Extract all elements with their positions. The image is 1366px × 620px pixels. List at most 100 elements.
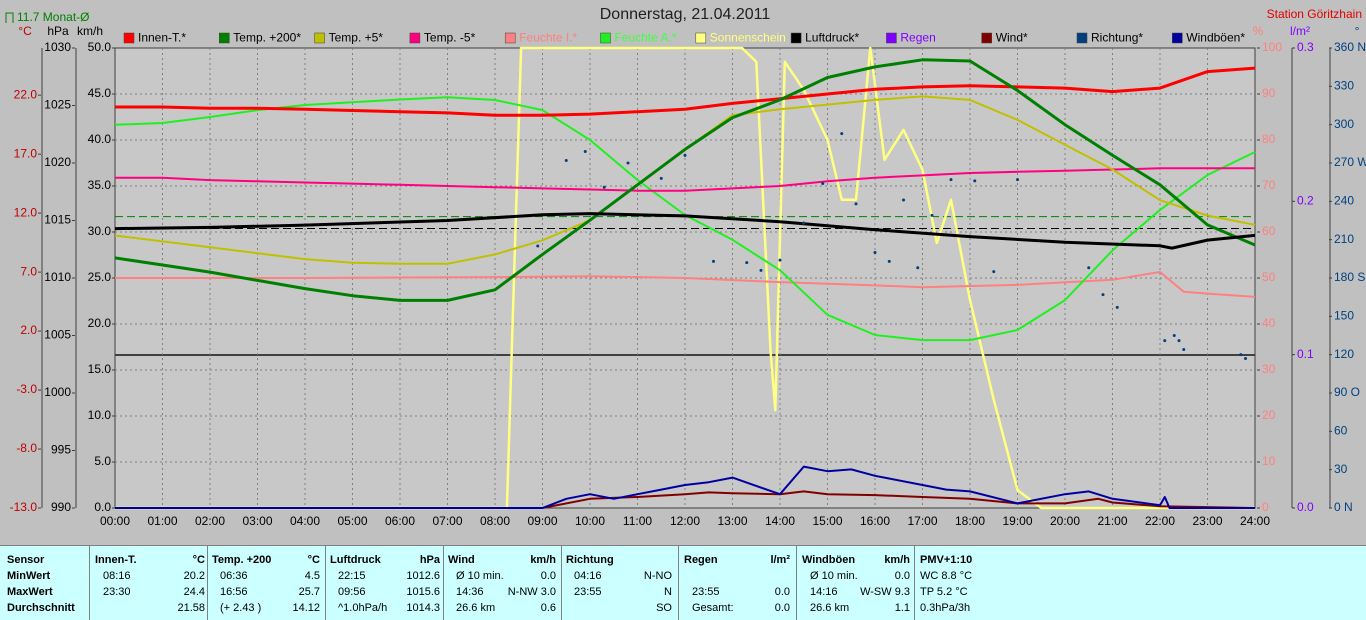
- x-tick-label: 08:00: [480, 514, 510, 528]
- y-tick-label: 150: [1334, 309, 1354, 323]
- direction-dot: [759, 268, 763, 272]
- cell-right: 20.2: [183, 570, 205, 582]
- y-tick-label: 20.0: [88, 316, 112, 330]
- legend-swatch: [1076, 32, 1088, 44]
- cell-left: 08:16: [103, 570, 131, 582]
- section-unit: hPa: [419, 554, 440, 566]
- row-label: MinWert: [7, 570, 51, 582]
- cell-right: N-NW 3.0: [507, 586, 556, 598]
- monthly-avg-label: 11.7 Monat-Ø: [17, 10, 89, 24]
- cell-right: 1014.3: [406, 602, 440, 614]
- column-separator: [678, 546, 679, 620]
- legend-label: Richtung*: [1091, 31, 1143, 45]
- x-tick-label: 09:00: [527, 514, 557, 528]
- row-label: MaxWert: [7, 586, 53, 598]
- direction-dot: [1244, 357, 1247, 360]
- cell-right: 0.0: [774, 586, 790, 598]
- y-tick-label: 0.0: [1297, 500, 1314, 514]
- cell-right: 1012.6: [406, 570, 440, 582]
- direction-dot: [659, 176, 663, 180]
- table-header: Sensor: [7, 554, 45, 566]
- direction-dot: [949, 178, 953, 182]
- x-tick-label: 16:00: [860, 514, 890, 528]
- y-tick-label: 1015: [44, 213, 71, 227]
- section-unit: km/h: [884, 554, 910, 566]
- y-tick-label: 90 O: [1334, 385, 1360, 399]
- cell-left: TP 5.2 °C: [920, 586, 968, 598]
- x-tick-label: 10:00: [575, 514, 605, 528]
- y-tick-label: 0.0: [94, 500, 111, 514]
- x-tick-label: 20:00: [1050, 514, 1080, 528]
- direction-dot: [802, 221, 806, 225]
- y-tick-label: 25.0: [88, 270, 112, 284]
- axis-unit: l/m²: [1290, 24, 1310, 38]
- section-header: Wind: [448, 554, 475, 566]
- direction-dot: [1016, 178, 1019, 182]
- legend-swatch: [886, 32, 897, 44]
- section-header: Windböen: [802, 554, 856, 566]
- y-tick-label: 1005: [44, 328, 71, 342]
- x-tick-label: 12:00: [670, 514, 700, 528]
- direction-dot: [821, 181, 825, 185]
- y-tick-label: 35.0: [88, 178, 112, 192]
- y-tick-label: 5.0: [94, 454, 111, 468]
- direction-dot: [1177, 339, 1181, 343]
- legend-label: Wind*: [996, 31, 1028, 45]
- cell-left: Ø 10 min.: [456, 570, 504, 582]
- x-tick-label: 05:00: [337, 514, 367, 528]
- y-tick-label: 1030: [44, 40, 71, 54]
- cell-right: W-SW 9.3: [860, 586, 910, 598]
- direction-dot: [626, 161, 630, 165]
- direction-dot: [1115, 305, 1119, 309]
- y-tick-label: 90: [1262, 86, 1276, 100]
- direction-dot: [840, 132, 844, 136]
- column-separator: [914, 546, 915, 620]
- y-tick-label: 20: [1262, 408, 1276, 422]
- x-tick-label: 03:00: [242, 514, 272, 528]
- section-header: Regen: [684, 554, 718, 566]
- direction-dot: [854, 202, 858, 206]
- section-unit: l/m²: [770, 554, 790, 566]
- direction-dot: [564, 158, 568, 162]
- cell-left: Gesamt:: [692, 602, 734, 614]
- y-tick-label: 40.0: [88, 132, 112, 146]
- y-tick-label: 1020: [44, 155, 71, 169]
- series-line: [115, 167, 1255, 192]
- direction-dot: [602, 185, 606, 189]
- legend-label: Temp. -5*: [424, 31, 476, 45]
- axis-unit: km/h: [77, 24, 103, 38]
- cell-left: 04:16: [574, 570, 602, 582]
- direction-dot: [1101, 293, 1105, 297]
- section-header: Luftdruck: [330, 554, 381, 566]
- section-header: PMV+1:10: [920, 554, 973, 566]
- direction-dot: [930, 213, 934, 217]
- cell-left: WC 8.8 °C: [920, 570, 973, 582]
- y-tick-label: 10: [1262, 454, 1276, 468]
- y-tick-label: 60: [1334, 424, 1348, 438]
- cell-right: 0.0: [894, 570, 910, 582]
- cell-right: N: [664, 586, 672, 598]
- y-tick-label: 70: [1262, 178, 1276, 192]
- legend-label: Innen-T.*: [138, 31, 186, 45]
- y-tick-label: 1000: [44, 385, 71, 399]
- series-line: [114, 212, 1256, 250]
- legend-label: Feuchte A.*: [615, 31, 677, 45]
- legend-swatch: [409, 32, 421, 44]
- direction-dot: [745, 261, 749, 265]
- y-tick-label: 30.0: [88, 224, 112, 238]
- cell-right: 1.1: [894, 602, 910, 614]
- cell-left: 26.6 km: [810, 602, 850, 614]
- cell-left: (+ 2.43 ): [220, 602, 262, 614]
- x-tick-label: 23:00: [1192, 514, 1222, 528]
- axis-unit: %: [1253, 24, 1264, 38]
- legend-swatch: [790, 32, 802, 44]
- column-separator: [796, 546, 797, 620]
- legend-swatch: [219, 32, 230, 44]
- x-tick-label: 22:00: [1145, 514, 1175, 528]
- cell-right: SO: [656, 602, 672, 614]
- series-line: [115, 490, 1256, 509]
- direction-dot: [1172, 334, 1176, 337]
- legend-swatch: [600, 32, 611, 44]
- column-separator: [443, 546, 444, 620]
